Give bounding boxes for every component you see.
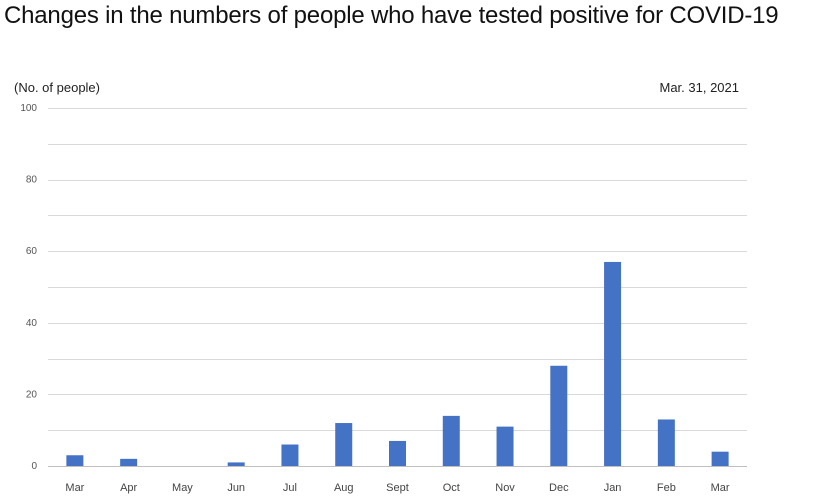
x-tick-label: Mar [711, 482, 730, 494]
bar-nov-8 [496, 426, 514, 466]
y-axis-label: (No. of people) [14, 80, 100, 95]
bar-aug-5 [335, 423, 353, 466]
y-tick-label: 40 [26, 318, 38, 329]
x-tick-label: Aug [334, 482, 354, 494]
grid-lines [48, 108, 747, 467]
bar-series [66, 261, 729, 466]
x-tick-label: Jul [283, 482, 297, 494]
bar-jan-10 [604, 261, 622, 466]
y-tick-labels: 0 20 40 60 80 100 [20, 103, 37, 472]
bar-mar-0 [66, 455, 84, 466]
x-tick-label: Dec [549, 482, 569, 494]
date-label: Mar. 31, 2021 [659, 80, 740, 95]
x-tick-label: Feb [657, 482, 676, 494]
x-tick-label: May [172, 482, 193, 494]
y-tick-label: 0 [31, 461, 37, 472]
y-tick-label: 100 [20, 103, 37, 114]
x-tick-labels: Mar Apr May Jun Jul Aug Sept Oct Nov Dec Jan Feb Mar [65, 482, 730, 494]
bar-sept-6 [389, 440, 406, 466]
x-tick-label: Mar [65, 482, 84, 494]
bar-mar-12 [711, 451, 729, 466]
x-tick-label: Oct [443, 482, 460, 494]
bar-apr-1 [120, 458, 138, 466]
x-tick-label: Sept [386, 482, 409, 494]
bar-feb-11 [657, 419, 675, 466]
x-tick-label: Jun [227, 482, 245, 494]
x-tick-label: Jan [604, 482, 622, 494]
bar-dec-9 [550, 365, 568, 466]
y-tick-label: 80 [26, 175, 38, 186]
y-tick-label: 20 [26, 389, 38, 400]
bar-jun-3 [227, 462, 245, 466]
bar-jul-4 [281, 444, 299, 466]
y-tick-label: 60 [26, 246, 38, 257]
chart-title: Changes in the numbers of people who hav… [4, 2, 779, 29]
bar-oct-7 [442, 415, 460, 466]
x-tick-label: Apr [120, 482, 137, 494]
x-tick-label: Nov [495, 482, 515, 494]
